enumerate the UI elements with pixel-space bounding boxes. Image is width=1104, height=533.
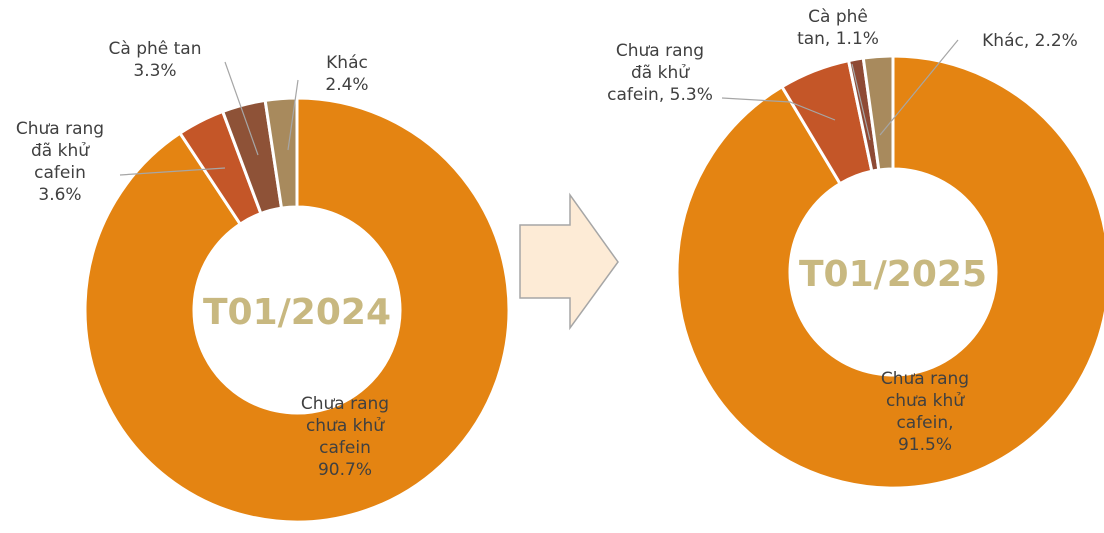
data-label: Chưa rang chưa khử cafein, 91.5% bbox=[870, 368, 980, 456]
label-text: , bbox=[948, 413, 954, 433]
label-text: 2.2% bbox=[1034, 31, 1078, 51]
data-label: Chưa rang chưa khử cafein 90.7% bbox=[295, 393, 395, 481]
data-label: Cà phê tan 3.3% bbox=[95, 38, 215, 82]
label-text: , bbox=[1023, 31, 1030, 51]
label-text: 2.4% bbox=[325, 75, 369, 95]
label-text: Cà phê tan bbox=[797, 7, 868, 49]
label-text: 3.6% bbox=[38, 185, 82, 205]
data-label: Chưa rang đã khử cafein, 5.3% bbox=[605, 40, 715, 106]
center-title: T01/2025 bbox=[799, 254, 987, 295]
label-text: Khác bbox=[326, 53, 368, 73]
donut-slice bbox=[263, 96, 299, 210]
label-text: Cà phê tan bbox=[108, 39, 202, 59]
data-label: Cà phê tan, 1.1% bbox=[793, 6, 883, 50]
label-text: Chưa rang chưa khử cafein bbox=[300, 394, 390, 458]
donut-slice bbox=[83, 96, 511, 524]
donut-slice bbox=[861, 54, 895, 172]
label-text: 5.3% bbox=[669, 85, 713, 105]
leader-line bbox=[287, 79, 299, 151]
data-label: Chưa rang đã khử cafein 3.6% bbox=[5, 118, 115, 206]
label-text: Chưa rang đã khử cafein bbox=[607, 41, 705, 105]
label-text: , bbox=[824, 29, 831, 49]
label-text: 3.3% bbox=[133, 61, 177, 81]
label-text: Khác bbox=[982, 31, 1024, 51]
arrow bbox=[519, 192, 619, 331]
label-text: , bbox=[658, 85, 665, 105]
leader-line bbox=[119, 167, 226, 176]
data-label: Khác 2.4% bbox=[307, 52, 387, 96]
center-title: T01/2024 bbox=[203, 292, 391, 333]
label-text: Chưa rang chưa khử cafein bbox=[880, 369, 970, 433]
leader-line bbox=[224, 61, 259, 156]
data-label: Khác, 2.2% bbox=[960, 30, 1100, 52]
label-text: 1.1% bbox=[835, 29, 879, 49]
leader-line bbox=[879, 39, 959, 136]
label-text: 90.7% bbox=[317, 460, 372, 480]
label-text: 91.5% bbox=[897, 435, 952, 455]
label-text: Chưa rang đã khử cafein bbox=[15, 119, 105, 183]
leader-line bbox=[851, 63, 871, 141]
leader-line bbox=[721, 97, 836, 121]
donut-slice bbox=[675, 54, 1104, 490]
